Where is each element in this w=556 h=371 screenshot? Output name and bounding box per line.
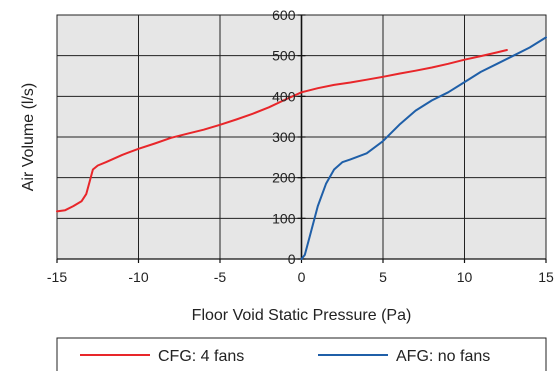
series-layer [56, 36, 547, 260]
y-tick-label: 500 [272, 48, 296, 64]
x-tick-label: 10 [457, 269, 473, 285]
y-tick-label: 400 [272, 88, 296, 104]
legend-label-cfg: CFG: 4 fans [158, 348, 244, 365]
x-axis-label: Floor Void Static Pressure (Pa) [192, 307, 412, 324]
x-tick-label: 0 [298, 269, 306, 285]
x-tick-label: -10 [128, 269, 148, 285]
legend-label-afg: AFG: no fans [396, 348, 490, 365]
series-line-afg [300, 36, 547, 260]
y-tick-label: 300 [272, 129, 296, 145]
legend: CFG: 4 fans AFG: no fans [56, 337, 547, 371]
x-tick-label: 15 [538, 269, 554, 285]
x-tick-label: 5 [379, 269, 387, 285]
y-axis-label: Air Volume (l/s) [20, 83, 37, 191]
series-line-cfg [56, 49, 508, 213]
x-tick-label: -5 [214, 269, 227, 285]
tick-labels: -15 -10 -5 0 5 10 15 0 100 200 300 400 500 600 [47, 7, 554, 285]
y-tick-label: 0 [288, 251, 296, 267]
x-tick-label: -15 [47, 269, 67, 285]
y-tick-label: 100 [272, 210, 296, 226]
y-tick-label: 600 [272, 7, 296, 23]
y-tick-label: 200 [272, 170, 296, 186]
